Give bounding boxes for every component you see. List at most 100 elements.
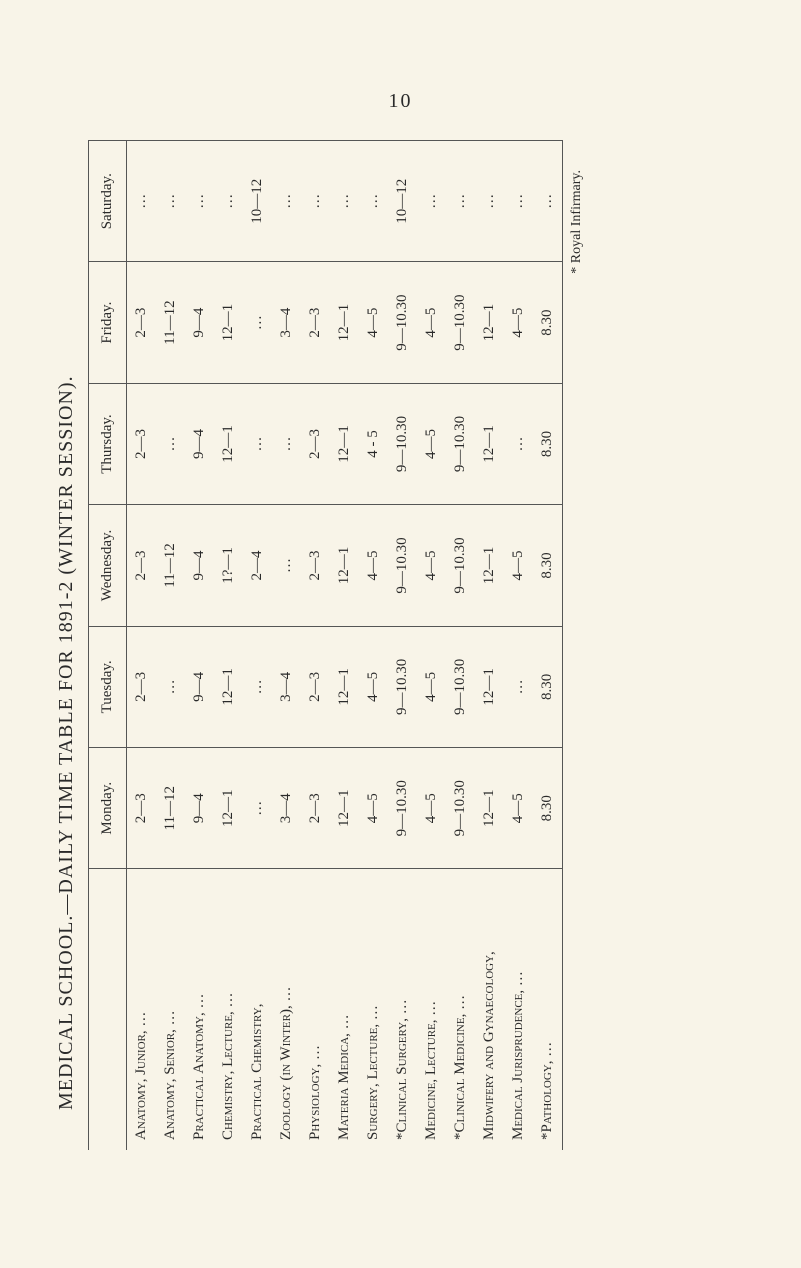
table-row: Midwifery and Gynaecology,12—112—112—112… [475, 141, 504, 1151]
time-cell: 4—5 [359, 748, 388, 869]
time-cell: 12—1 [330, 505, 359, 626]
time-cell: 4—5 [504, 748, 533, 869]
col-saturday: Saturday. [89, 141, 127, 262]
time-cell: 9—10.30 [388, 383, 417, 504]
time-cell: 2—3 [127, 626, 157, 747]
table-row: Anatomy, Senior, …11—12…11—12…11—12… [156, 141, 185, 1151]
col-monday: Monday. [89, 748, 127, 869]
time-cell: … [156, 141, 185, 262]
subject-cell: Midwifery and Gynaecology, [475, 869, 504, 1150]
time-cell: … [272, 383, 301, 504]
time-cell: … [504, 141, 533, 262]
time-cell: … [243, 626, 272, 747]
time-cell: 8.30 [533, 383, 563, 504]
time-cell: 4—5 [359, 262, 388, 383]
time-cell: 9—10.30 [446, 383, 475, 504]
timetable-body: Anatomy, Junior, …2—32—32—32—32—3…Anatom… [127, 141, 563, 1151]
time-cell: 9—4 [185, 262, 214, 383]
time-cell: 2—4 [243, 505, 272, 626]
time-cell: 9—4 [185, 748, 214, 869]
time-cell: 12—1 [214, 383, 243, 504]
subject-cell: *Pathology, … [533, 869, 563, 1150]
time-cell: 12—1 [214, 262, 243, 383]
subject-cell: Medical Jurisprudence, … [504, 869, 533, 1150]
time-cell: 10—12 [243, 141, 272, 262]
subject-cell: Chemistry, Lecture, … [214, 869, 243, 1150]
time-cell: … [272, 141, 301, 262]
subject-cell: Anatomy, Junior, … [127, 869, 157, 1150]
time-cell: 11—12 [156, 262, 185, 383]
scanned-page: 10 MEDICAL SCHOOL.—DAILY TIME TABLE FOR … [0, 0, 801, 1268]
time-cell: 8.30 [533, 505, 563, 626]
rotated-content: MEDICAL SCHOOL.—DAILY TIME TABLE FOR 189… [55, 130, 585, 1150]
time-cell: 9—10.30 [446, 748, 475, 869]
time-cell: … [185, 141, 214, 262]
time-cell: 9—4 [185, 383, 214, 504]
time-cell: 9—10.30 [388, 748, 417, 869]
table-row: *Pathology, …8.308.308.308.308.30… [533, 141, 563, 1151]
table-row: Anatomy, Junior, …2—32—32—32—32—3… [127, 141, 157, 1151]
subject-cell: *Clinical Surgery, … [388, 869, 417, 1150]
table-row: Medicine, Lecture, …4—54—54—54—54—5… [417, 141, 446, 1151]
subject-cell: Zoology (in Winter), … [272, 869, 301, 1150]
time-cell: 10—12 [388, 141, 417, 262]
time-cell: … [156, 383, 185, 504]
time-cell: 4—5 [504, 505, 533, 626]
subject-cell: Medicine, Lecture, … [417, 869, 446, 1150]
time-cell: … [272, 505, 301, 626]
time-cell: 4—5 [417, 505, 446, 626]
time-cell: 4—5 [359, 626, 388, 747]
time-cell: … [301, 141, 330, 262]
time-cell: … [475, 141, 504, 262]
time-cell: … [156, 626, 185, 747]
time-cell: 4—5 [417, 383, 446, 504]
time-cell: 12—1 [475, 748, 504, 869]
time-cell: 9—10.30 [388, 262, 417, 383]
rotated-content-wrap: MEDICAL SCHOOL.—DAILY TIME TABLE FOR 189… [55, 130, 745, 1150]
time-cell: … [504, 383, 533, 504]
time-cell: … [214, 141, 243, 262]
time-cell: … [359, 141, 388, 262]
table-row: Chemistry, Lecture, …12—112—11?—112—112—… [214, 141, 243, 1151]
subject-cell: Surgery, Lecture, … [359, 869, 388, 1150]
time-cell: 4—5 [417, 262, 446, 383]
table-row: Practical Chemistry,……2—4……10—12 [243, 141, 272, 1151]
subject-cell: Physiology, … [301, 869, 330, 1150]
time-cell: 12—1 [475, 626, 504, 747]
time-cell: 9—10.30 [446, 262, 475, 383]
footnote: * Royal Infirmary. [569, 130, 585, 1150]
time-cell: 12—1 [214, 748, 243, 869]
col-friday: Friday. [89, 262, 127, 383]
time-cell: 8.30 [533, 748, 563, 869]
time-cell: 4—5 [417, 626, 446, 747]
time-cell: 4 - 5 [359, 383, 388, 504]
time-cell: 2—3 [127, 262, 157, 383]
table-row: *Clinical Surgery, …9—10.309—10.309—10.3… [388, 141, 417, 1151]
subject-cell: Materia Medica, … [330, 869, 359, 1150]
time-cell: … [243, 262, 272, 383]
time-cell: 2—3 [301, 383, 330, 504]
time-cell: 12—1 [475, 505, 504, 626]
time-cell: … [243, 748, 272, 869]
time-cell: 9—10.30 [446, 626, 475, 747]
time-cell: 9—10.30 [446, 505, 475, 626]
col-wednesday: Wednesday. [89, 505, 127, 626]
document-title: MEDICAL SCHOOL.—DAILY TIME TABLE FOR 189… [55, 130, 78, 1150]
table-row: Zoology (in Winter), …3—43—4……3—4… [272, 141, 301, 1151]
subject-cell: Anatomy, Senior, … [156, 869, 185, 1150]
col-tuesday: Tuesday. [89, 626, 127, 747]
time-cell: 9—4 [185, 626, 214, 747]
time-cell: … [446, 141, 475, 262]
time-cell: 8.30 [533, 262, 563, 383]
time-cell: 2—3 [301, 262, 330, 383]
col-subject-head [89, 869, 127, 1150]
time-cell: 9—4 [185, 505, 214, 626]
time-cell: … [504, 626, 533, 747]
subject-cell: Practical Chemistry, [243, 869, 272, 1150]
time-cell: 4—5 [359, 505, 388, 626]
time-cell: 11—12 [156, 505, 185, 626]
table-row: *Clinical Medicine, …9—10.309—10.309—10.… [446, 141, 475, 1151]
time-cell: 1?—1 [214, 505, 243, 626]
time-cell: 12—1 [330, 748, 359, 869]
time-cell: 12—1 [330, 626, 359, 747]
